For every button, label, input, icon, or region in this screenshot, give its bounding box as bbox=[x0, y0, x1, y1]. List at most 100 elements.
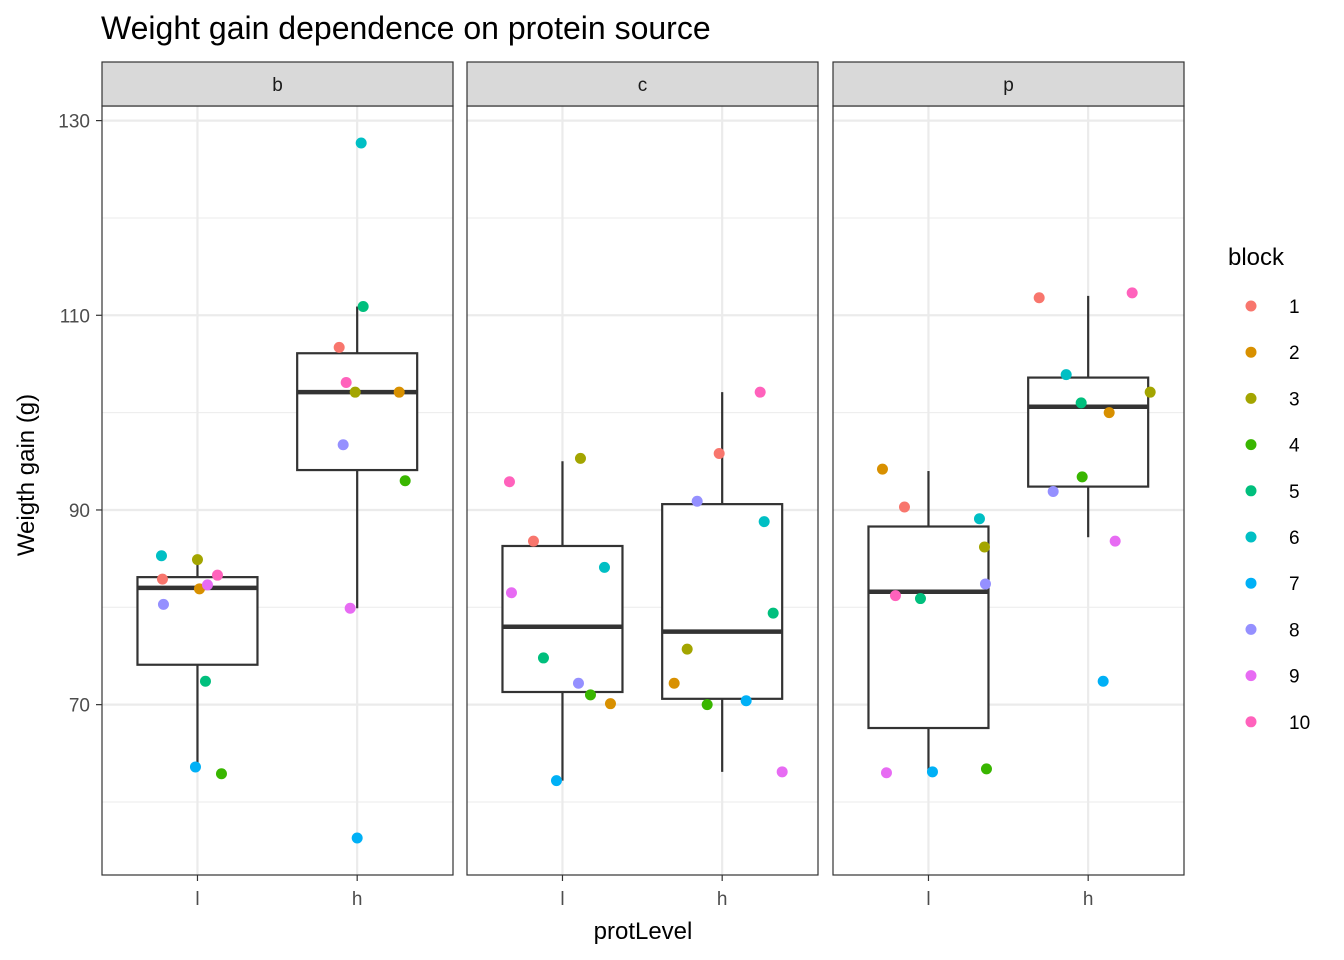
facet-strip bbox=[101, 61, 454, 107]
data-point bbox=[758, 516, 770, 528]
legend-key bbox=[1245, 623, 1257, 635]
data-point bbox=[340, 376, 352, 388]
legend-key bbox=[1245, 531, 1257, 543]
data-point bbox=[691, 495, 703, 507]
legend-items: 1 2 3 4 5 6 7 8 9 10 bbox=[1245, 297, 1310, 734]
legend-key bbox=[1245, 300, 1257, 312]
facet-strip-label: c bbox=[638, 75, 648, 96]
data-point bbox=[713, 448, 725, 460]
x-tick-label: h bbox=[1083, 889, 1094, 910]
data-point bbox=[914, 593, 926, 605]
x-tick-label: l bbox=[195, 889, 199, 910]
data-point bbox=[393, 386, 405, 398]
y-axis: 70 90 110 130 bbox=[58, 112, 102, 717]
x-tick-label: l bbox=[560, 889, 564, 910]
data-point bbox=[155, 550, 167, 562]
legend-label: 10 bbox=[1289, 713, 1310, 734]
data-point bbox=[527, 535, 539, 547]
data-point bbox=[199, 675, 211, 687]
box bbox=[661, 503, 784, 700]
panel-background bbox=[833, 106, 1184, 875]
x-tick-label: l bbox=[926, 889, 930, 910]
data-point bbox=[574, 452, 586, 464]
legend-label: 4 bbox=[1289, 436, 1300, 457]
data-point bbox=[876, 463, 888, 475]
data-point bbox=[337, 439, 349, 451]
facet-panel-b: b bbox=[101, 61, 454, 876]
legend-key bbox=[1245, 346, 1257, 358]
y-tick-label: 130 bbox=[58, 112, 90, 133]
data-point bbox=[604, 698, 616, 710]
data-point bbox=[1060, 369, 1072, 381]
data-point bbox=[1075, 397, 1087, 409]
boxplot-p-h bbox=[1027, 295, 1150, 538]
data-point bbox=[1047, 485, 1059, 497]
data-point bbox=[584, 689, 596, 701]
box bbox=[1027, 376, 1150, 488]
data-point bbox=[550, 775, 562, 787]
legend-label: 6 bbox=[1289, 528, 1300, 549]
data-point bbox=[1076, 471, 1088, 483]
data-point bbox=[344, 602, 356, 614]
panel-background bbox=[467, 106, 818, 875]
data-point bbox=[740, 695, 752, 707]
legend-key bbox=[1245, 439, 1257, 451]
data-point bbox=[1109, 535, 1121, 547]
legend-label: 7 bbox=[1289, 574, 1300, 595]
legend-label: 2 bbox=[1289, 343, 1300, 364]
boxplot-c-h bbox=[661, 392, 784, 772]
data-point bbox=[157, 598, 169, 610]
data-point bbox=[1126, 287, 1138, 299]
panel-background bbox=[102, 106, 453, 875]
data-point bbox=[701, 699, 713, 711]
data-point bbox=[355, 137, 367, 149]
legend-label: 9 bbox=[1289, 667, 1300, 688]
data-point bbox=[880, 767, 892, 779]
data-point bbox=[505, 587, 517, 599]
data-point bbox=[351, 832, 363, 844]
boxplot-p-l bbox=[867, 471, 990, 772]
data-point bbox=[1097, 675, 1109, 687]
data-point bbox=[754, 386, 766, 398]
legend-label: 8 bbox=[1289, 620, 1300, 641]
data-point bbox=[333, 341, 345, 353]
data-point bbox=[889, 590, 901, 602]
data-point bbox=[156, 573, 168, 585]
data-point bbox=[598, 561, 610, 573]
chart-title: Weight gain dependence on protein source bbox=[101, 10, 711, 46]
data-point bbox=[776, 766, 788, 778]
data-point bbox=[681, 643, 693, 655]
data-point bbox=[191, 554, 203, 566]
data-point bbox=[1103, 407, 1115, 419]
facet-panel-c: c bbox=[466, 61, 819, 876]
legend-label: 3 bbox=[1289, 389, 1300, 410]
data-point bbox=[1033, 292, 1045, 304]
data-point bbox=[978, 541, 990, 553]
legend-key bbox=[1245, 670, 1257, 682]
legend-key bbox=[1245, 392, 1257, 404]
data-point bbox=[189, 761, 201, 773]
data-point bbox=[668, 677, 680, 689]
data-point bbox=[973, 513, 985, 525]
legend-label: 5 bbox=[1289, 482, 1300, 503]
facet-strip bbox=[832, 61, 1185, 107]
legend-key bbox=[1245, 485, 1257, 497]
y-tick-label: 110 bbox=[60, 306, 90, 327]
data-point bbox=[357, 301, 369, 313]
data-point bbox=[926, 766, 938, 778]
data-point bbox=[537, 652, 549, 664]
data-point bbox=[399, 475, 411, 487]
x-tick-label: h bbox=[717, 889, 728, 910]
data-point bbox=[215, 768, 227, 780]
data-point bbox=[1144, 386, 1156, 398]
data-point bbox=[201, 579, 213, 591]
data-point bbox=[349, 386, 361, 398]
facet-strip-label: b bbox=[272, 75, 283, 96]
data-point bbox=[979, 578, 991, 590]
facet-panel-p: p bbox=[832, 61, 1185, 876]
facet-strip-label: p bbox=[1003, 75, 1014, 96]
legend: block 1 2 3 4 5 6 7 8 9 10 bbox=[1228, 244, 1310, 734]
y-tick-label: 90 bbox=[69, 501, 90, 522]
